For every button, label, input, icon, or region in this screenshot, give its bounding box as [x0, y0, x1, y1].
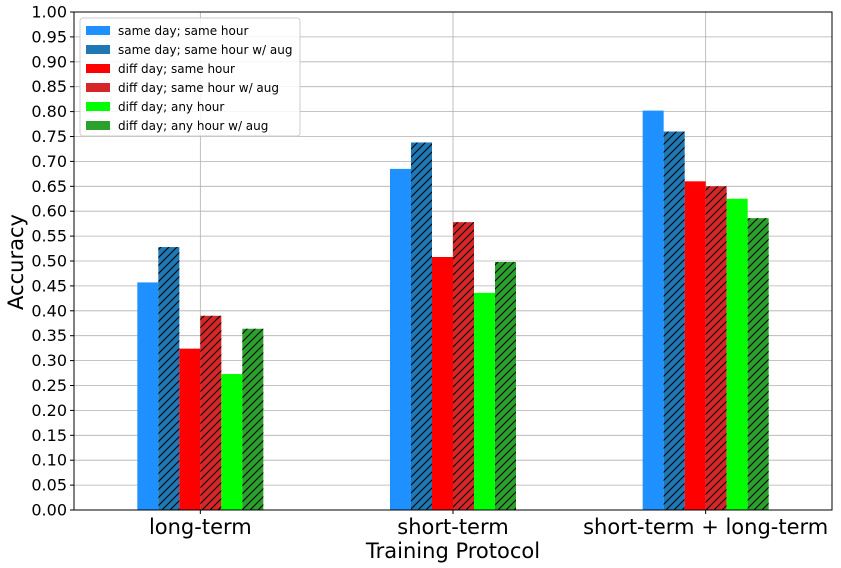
legend-swatch: [86, 83, 110, 92]
bar-hatch: [453, 222, 474, 510]
x-tick-label: short-term + long-term: [583, 515, 828, 539]
y-tick-label: 0.15: [31, 426, 67, 445]
legend: same day; same hour same day; same hour w…: [79, 17, 301, 137]
bar-hatch: [705, 186, 727, 511]
bar-hatch: [411, 142, 432, 510]
y-tick-label: 0.75: [31, 127, 67, 146]
y-axis-title: Accuracy: [4, 214, 28, 310]
bar-hatch: [242, 328, 264, 510]
y-tick-label: 0.95: [31, 27, 67, 46]
y-tick-label: 0.40: [31, 301, 67, 320]
legend-label: diff day; any hour w/ aug: [118, 119, 268, 133]
x-tick-label: short-term: [397, 515, 508, 539]
bar-hatch: [747, 218, 769, 510]
bar: [390, 168, 411, 510]
y-tick-label: 0.35: [31, 326, 67, 345]
x-tick-label: long-term: [149, 515, 252, 539]
legend-swatch: [86, 102, 110, 111]
y-tick-label: 0.85: [31, 77, 67, 96]
x-axis: long-term short-term short-term + long-ter…: [149, 510, 828, 539]
bar: [179, 348, 201, 510]
y-tick-label: 0.60: [31, 202, 67, 221]
bar: [684, 181, 706, 510]
legend-label: diff day; same hour: [118, 62, 235, 76]
bar: [432, 257, 453, 510]
y-tick-label: 0.25: [31, 376, 67, 395]
legend-label: same day; same hour: [118, 24, 248, 38]
bar-hatch: [158, 247, 180, 510]
bar: [137, 282, 159, 510]
bar: [221, 374, 243, 510]
legend-swatch: [86, 64, 110, 73]
bar-hatch: [663, 131, 685, 510]
y-tick-label: 0.65: [31, 177, 67, 196]
legend-label: diff day; same hour w/ aug: [118, 81, 279, 95]
legend-label: same day; same hour w/ aug: [118, 43, 292, 57]
y-tick-label: 0.20: [31, 401, 67, 420]
y-tick-label: 0.30: [31, 351, 67, 370]
y-tick-label: 0.45: [31, 276, 67, 295]
y-tick-label: 1.00: [31, 3, 67, 22]
y-tick-label: 0.05: [31, 476, 67, 495]
y-axis: 0.00 0.05 0.10 0.15 0.20 0.25 0.30 0.35 0.40 0.45…: [31, 3, 74, 520]
y-tick-label: 0.10: [31, 451, 67, 470]
legend-label: diff day; any hour: [118, 100, 224, 114]
y-tick-label: 0.80: [31, 102, 67, 121]
bar: [642, 110, 664, 510]
x-axis-title: Training Protocol: [365, 539, 540, 563]
bar: [474, 292, 495, 510]
bar-hatch: [200, 315, 222, 510]
bar-hatch: [495, 261, 516, 510]
legend-box: [79, 17, 301, 137]
bars: [137, 110, 769, 511]
y-tick-label: 0.70: [31, 152, 67, 171]
legend-swatch: [86, 45, 110, 54]
y-tick-label: 0.55: [31, 227, 67, 246]
legend-swatch: [86, 26, 110, 35]
bar: [726, 198, 748, 510]
y-tick-label: 0.90: [31, 52, 67, 71]
y-tick-label: 0.00: [31, 501, 67, 520]
legend-swatch: [86, 121, 110, 130]
y-tick-label: 0.50: [31, 252, 67, 271]
